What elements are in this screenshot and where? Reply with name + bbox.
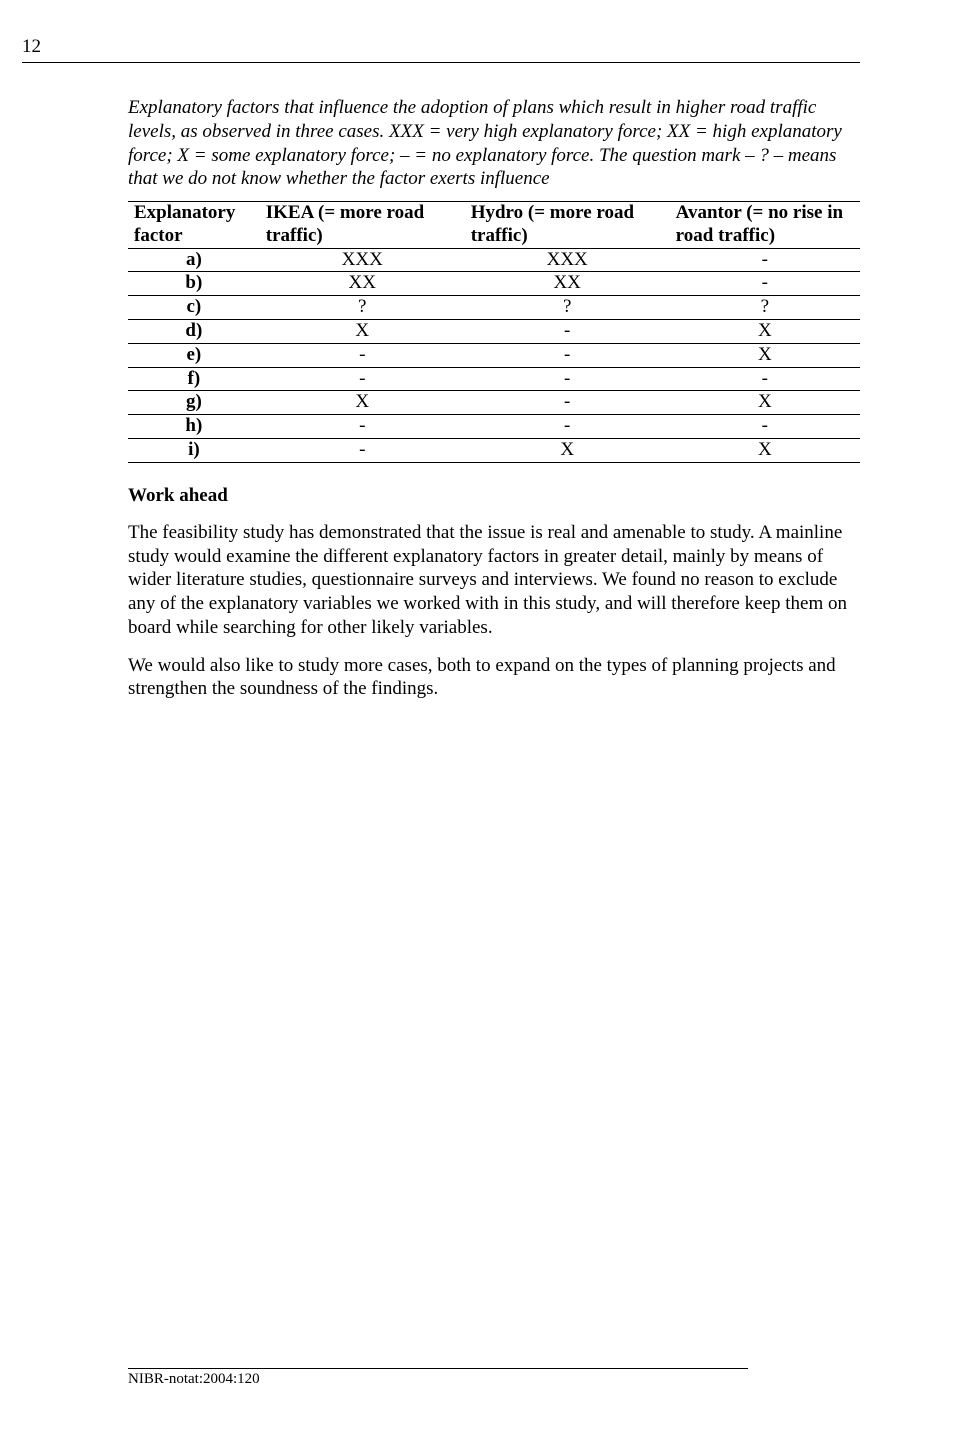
cell-ikea: XX [260,272,465,296]
cell-avantor: X [670,391,860,415]
cell-factor: a) [128,248,260,272]
cell-avantor: - [670,272,860,296]
table-row: f)--- [128,367,860,391]
cell-avantor: X [670,438,860,462]
cell-ikea: - [260,415,465,439]
cell-hydro: - [465,391,670,415]
paragraph-2: We would also like to study more cases, … [128,654,860,702]
header-ikea: IKEA (= more road traffic) [260,202,465,249]
page-number: 12 [22,36,41,58]
cell-hydro: - [465,319,670,343]
cell-factor: g) [128,391,260,415]
cell-factor: b) [128,272,260,296]
cell-factor: h) [128,415,260,439]
table-row: d)X-X [128,319,860,343]
cell-ikea: XXX [260,248,465,272]
footer-rule [128,1368,748,1369]
cell-hydro: ? [465,296,670,320]
table-row: e)--X [128,343,860,367]
cell-hydro: X [465,438,670,462]
cell-hydro: - [465,367,670,391]
header-factor: Explanatory factor [128,202,260,249]
cell-factor: f) [128,367,260,391]
cell-ikea: - [260,343,465,367]
cell-factor: c) [128,296,260,320]
table-caption: Explanatory factors that influence the a… [128,96,860,191]
cell-factor: d) [128,319,260,343]
table-row: g)X-X [128,391,860,415]
table-row: i)-XX [128,438,860,462]
top-rule [22,62,860,63]
cell-factor: e) [128,343,260,367]
cell-avantor: ? [670,296,860,320]
header-hydro: Hydro (= more road traffic) [465,202,670,249]
table-row: h)--- [128,415,860,439]
cell-ikea: X [260,391,465,415]
explanatory-table: Explanatory factor IKEA (= more road tra… [128,201,860,463]
cell-ikea: X [260,319,465,343]
cell-avantor: X [670,343,860,367]
cell-avantor: X [670,319,860,343]
table-row: a)XXXXXX- [128,248,860,272]
paragraph-1: The feasibility study has demonstrated t… [128,521,860,640]
section-heading: Work ahead [128,485,860,507]
cell-ikea: - [260,367,465,391]
cell-hydro: - [465,343,670,367]
content-area: Explanatory factors that influence the a… [128,96,860,715]
table-row: b)XXXX- [128,272,860,296]
cell-avantor: - [670,248,860,272]
table-row: c)??? [128,296,860,320]
cell-avantor: - [670,415,860,439]
table-body: a)XXXXXX-b)XXXX-c)???d)X-Xe)--Xf)---g)X-… [128,248,860,462]
cell-ikea: - [260,438,465,462]
footer: NIBR-notat:2004:120 [128,1368,748,1388]
cell-hydro: - [465,415,670,439]
header-avantor: Avantor (= no rise in road traffic) [670,202,860,249]
cell-factor: i) [128,438,260,462]
cell-ikea: ? [260,296,465,320]
footer-text: NIBR-notat:2004:120 [128,1371,260,1387]
cell-hydro: XX [465,272,670,296]
cell-avantor: - [670,367,860,391]
table-header-row: Explanatory factor IKEA (= more road tra… [128,202,860,249]
cell-hydro: XXX [465,248,670,272]
